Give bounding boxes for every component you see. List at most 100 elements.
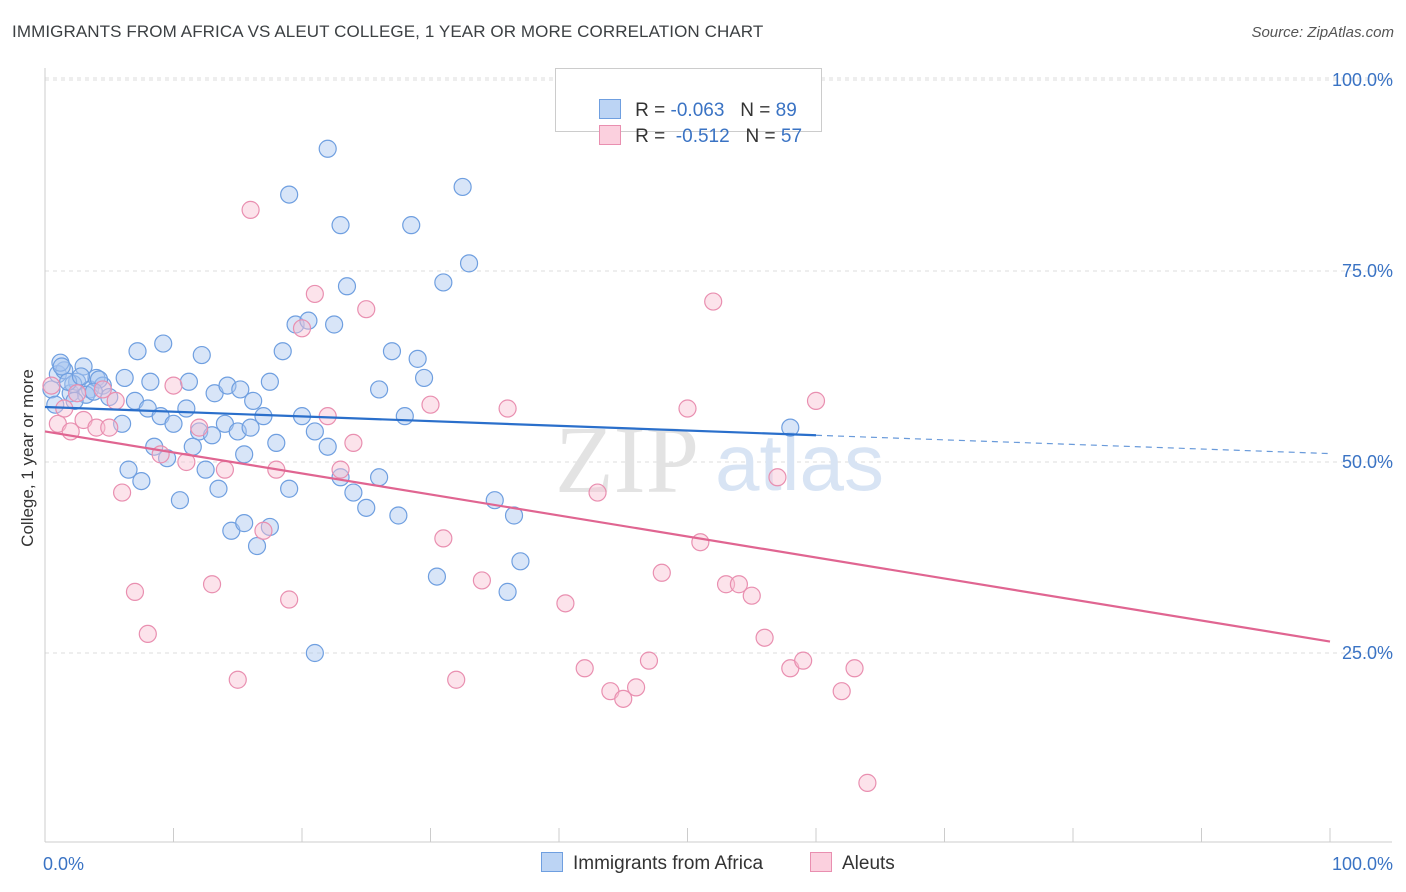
point-aleuts xyxy=(575,659,594,678)
point-immigrants xyxy=(511,552,530,571)
point-immigrants xyxy=(154,334,173,353)
point-aleuts xyxy=(254,521,273,540)
point-aleuts xyxy=(729,575,749,594)
point-immigrants xyxy=(305,422,324,441)
point-immigrants xyxy=(280,185,299,204)
point-immigrants xyxy=(344,483,363,502)
y-tick-label: 75.0% xyxy=(1342,261,1393,281)
point-immigrants xyxy=(170,491,190,510)
point-immigrants xyxy=(337,277,357,296)
point-immigrants xyxy=(244,391,263,410)
y-tick-label: 25.0% xyxy=(1342,643,1393,663)
bottom-legend-aleuts: Aleuts xyxy=(810,852,895,875)
point-immigrants xyxy=(370,380,389,399)
point-immigrants xyxy=(382,342,402,361)
legend-r-value: -0.512 xyxy=(675,126,730,147)
bottom-legend-immigrants: Immigrants from Africa xyxy=(541,852,763,875)
point-aleuts xyxy=(100,418,119,437)
point-aleuts xyxy=(42,376,61,395)
point-aleuts xyxy=(556,594,575,613)
point-immigrants xyxy=(231,380,250,399)
stats-legend: R = -0.063 N = 89 R = -0.512 N = 57 xyxy=(555,68,822,147)
point-aleuts xyxy=(498,399,517,418)
point-immigrants xyxy=(241,418,260,437)
point-immigrants xyxy=(71,367,91,386)
point-aleuts xyxy=(639,651,659,670)
point-aleuts xyxy=(280,590,299,609)
point-immigrants xyxy=(267,433,286,452)
legend-row-immigrants: R = -0.063 N = 89 xyxy=(578,77,797,144)
x-tick-label: 100.0% xyxy=(1332,854,1393,874)
y-tick-label: 100.0% xyxy=(1332,70,1393,90)
point-aleuts xyxy=(845,659,864,678)
point-aleuts xyxy=(794,651,813,670)
legend-r-label: R = xyxy=(635,126,666,147)
legend-n-label: N = xyxy=(740,100,771,121)
point-aleuts xyxy=(87,418,106,437)
point-immigrants xyxy=(183,437,202,456)
legend-n-label: N = xyxy=(745,126,776,147)
point-aleuts xyxy=(106,391,125,410)
point-aleuts xyxy=(228,670,247,689)
point-immigrants xyxy=(177,399,196,418)
point-aleuts xyxy=(742,586,761,605)
trend-line-immigrants xyxy=(44,405,817,437)
point-aleuts xyxy=(357,300,376,319)
y-tick-label: 50.0% xyxy=(1342,452,1393,472)
watermark: ZIP atlas xyxy=(555,406,884,513)
chart-title: IMMIGRANTS FROM AFRICA VS ALEUT COLLEGE,… xyxy=(12,22,764,41)
point-aleuts xyxy=(768,468,787,487)
point-immigrants xyxy=(318,139,337,158)
point-immigrants xyxy=(395,407,414,426)
point-immigrants xyxy=(179,372,199,391)
axes xyxy=(44,68,1392,843)
point-aleuts xyxy=(858,773,877,792)
point-aleuts xyxy=(755,628,774,647)
point-immigrants xyxy=(402,216,421,235)
bottom-label-aleuts: Aleuts xyxy=(842,853,895,874)
point-aleuts xyxy=(215,460,234,479)
point-immigrants xyxy=(132,472,151,491)
point-immigrants xyxy=(196,460,215,479)
point-immigrants xyxy=(115,368,134,388)
series-immigrants-points xyxy=(42,139,800,663)
point-immigrants xyxy=(209,479,228,498)
point-aleuts xyxy=(716,575,736,594)
point-immigrants xyxy=(52,357,71,376)
bottom-label-immigrants: Immigrants from Africa xyxy=(573,853,764,874)
point-aleuts xyxy=(241,200,260,219)
point-aleuts xyxy=(125,582,145,601)
point-immigrants xyxy=(408,349,427,368)
point-aleuts xyxy=(434,529,453,548)
point-aleuts xyxy=(652,563,671,582)
point-aleuts xyxy=(472,571,491,590)
legend-r-label: R = xyxy=(635,100,666,121)
point-immigrants xyxy=(318,437,337,456)
point-immigrants xyxy=(235,514,254,533)
point-immigrants xyxy=(273,342,292,361)
point-immigrants xyxy=(164,414,183,433)
y-axis-label: College, 1 year or more xyxy=(18,369,37,547)
point-immigrants xyxy=(42,380,61,399)
point-immigrants xyxy=(280,479,299,498)
point-immigrants xyxy=(46,395,65,414)
point-immigrants xyxy=(453,177,472,197)
legend-row-aleuts: R = -0.512 N = 57 xyxy=(578,103,802,170)
point-aleuts xyxy=(678,399,697,418)
point-aleuts xyxy=(202,575,222,594)
point-aleuts xyxy=(93,380,112,399)
point-aleuts xyxy=(704,292,723,311)
point-immigrants xyxy=(414,368,434,388)
point-aleuts xyxy=(447,670,466,689)
point-immigrants xyxy=(370,468,389,487)
point-immigrants xyxy=(504,506,524,525)
point-immigrants xyxy=(459,254,479,273)
legend-r-value: -0.063 xyxy=(670,100,725,121)
point-aleuts xyxy=(832,682,851,701)
point-immigrants xyxy=(119,460,138,479)
trend-lines xyxy=(44,405,1331,643)
point-aleuts xyxy=(292,319,312,338)
legend-swatch-aleuts xyxy=(599,125,622,145)
series-aleuts-points xyxy=(42,200,877,792)
point-immigrants xyxy=(389,506,408,525)
